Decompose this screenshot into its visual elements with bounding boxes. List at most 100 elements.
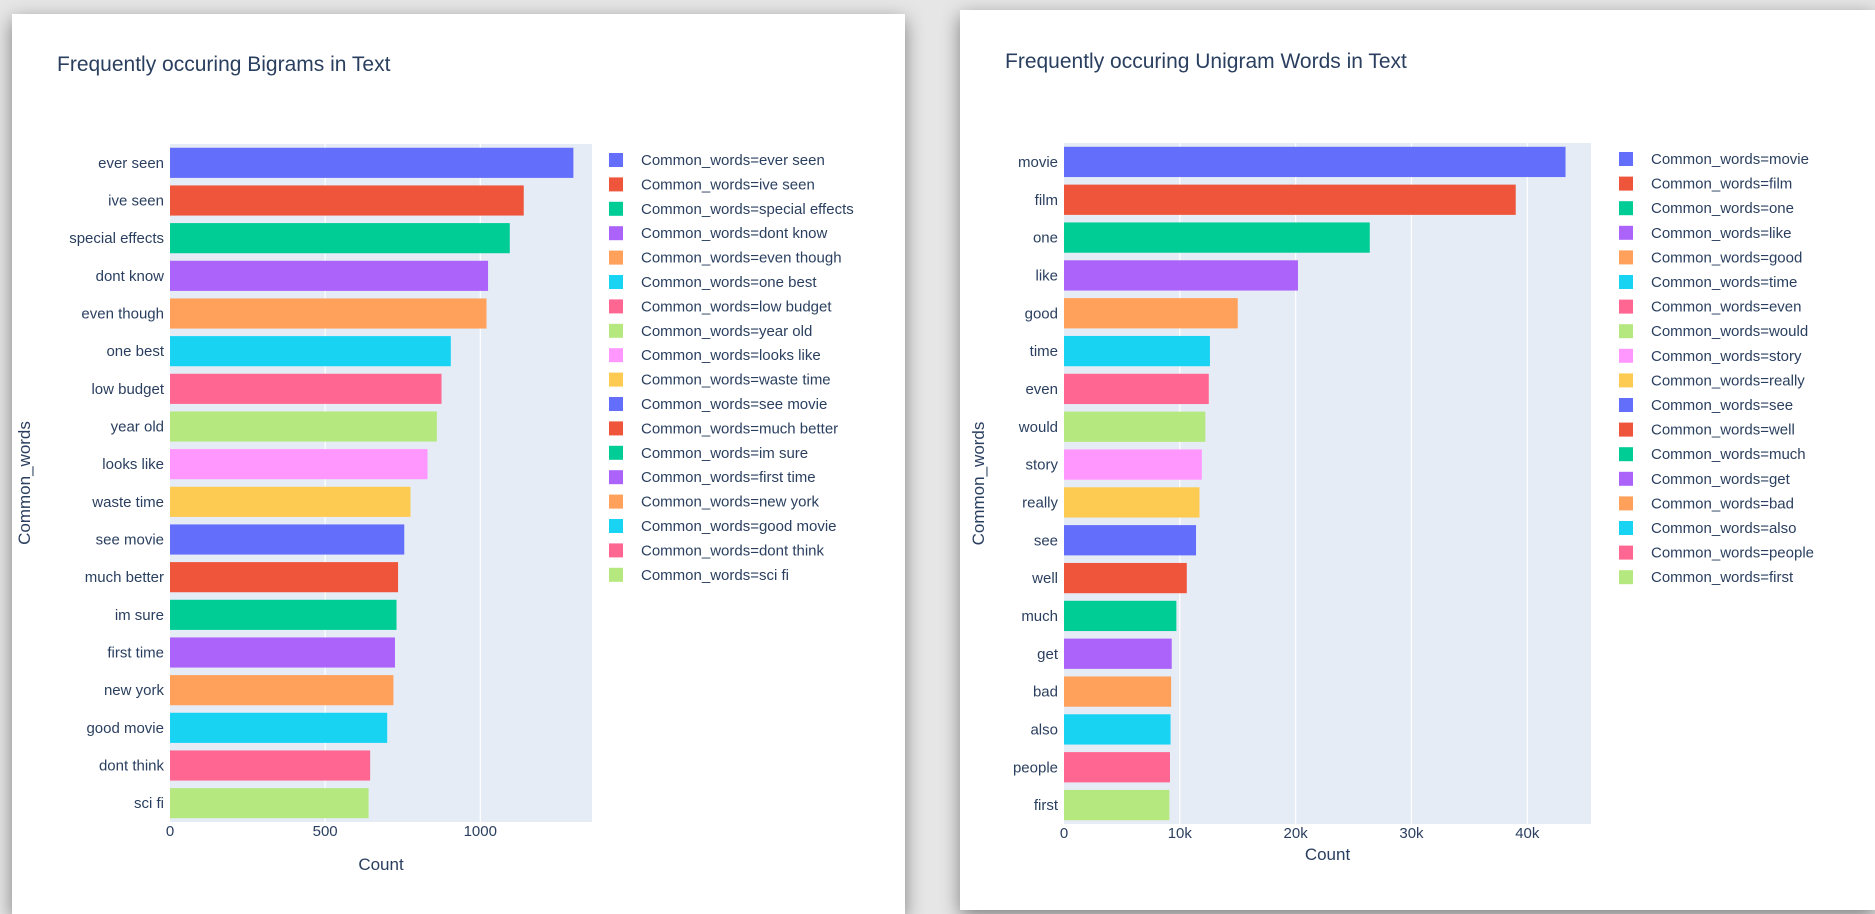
bar — [1064, 335, 1210, 367]
y-tick-label: also — [1030, 721, 1058, 738]
legend-swatch — [609, 323, 623, 338]
legend-swatch — [609, 177, 623, 192]
y-tick-label: first time — [107, 645, 164, 662]
x-tick-label: 0 — [166, 823, 174, 840]
legend-swatch — [609, 543, 623, 558]
y-tick-label: looks like — [102, 456, 164, 473]
legend-swatch — [609, 494, 623, 509]
bar — [1064, 600, 1177, 632]
legend-label: Common_words=well — [1651, 422, 1795, 439]
legend-label: Common_words=good movie — [641, 518, 837, 535]
legend-swatch — [1619, 324, 1633, 339]
legend-label: Common_words=would — [1651, 323, 1808, 340]
y-tick-label: good — [1025, 305, 1058, 322]
x-tick-label: 20k — [1284, 825, 1309, 842]
y-tick-label: really — [1022, 494, 1058, 511]
bar — [1064, 562, 1187, 594]
y-axis-label: Common_words — [15, 421, 34, 545]
y-tick-label: new york — [104, 682, 165, 699]
legend-swatch — [1619, 545, 1633, 560]
bar — [1064, 638, 1172, 669]
bar — [170, 223, 510, 254]
legend-swatch — [1619, 373, 1633, 388]
y-tick-label: ive seen — [108, 193, 164, 210]
y-tick-label: would — [1018, 419, 1058, 436]
bar — [1064, 146, 1566, 178]
legend-swatch — [609, 567, 623, 582]
legend-label: Common_words=people — [1651, 545, 1814, 562]
unigram-chart: Frequently occuring Unigram Words in Tex… — [969, 50, 1814, 864]
bar — [1064, 714, 1171, 745]
legend-label: Common_words=special effects — [641, 201, 854, 218]
chart-title: Frequently occuring Unigram Words in Tex… — [1005, 50, 1407, 73]
bar — [170, 524, 405, 555]
legend-label: Common_words=also — [1651, 520, 1796, 537]
y-tick-label: bad — [1033, 684, 1058, 701]
y-tick-label: dont know — [96, 268, 165, 285]
bar — [170, 750, 371, 781]
legend-label: Common_words=like — [1651, 225, 1791, 242]
bar — [1064, 298, 1238, 329]
legend-label: Common_words=dont think — [641, 542, 825, 559]
y-tick-label: like — [1035, 267, 1058, 284]
bar — [170, 486, 411, 517]
y-tick-label: see movie — [96, 532, 164, 549]
y-tick-label: see — [1034, 532, 1058, 549]
bar — [170, 373, 442, 404]
y-tick-label: even — [1025, 381, 1058, 398]
bar — [1064, 525, 1197, 556]
legend-swatch — [1619, 201, 1633, 216]
y-tick-label: im sure — [115, 607, 164, 624]
legend-swatch — [1619, 176, 1633, 191]
legend-swatch — [609, 470, 623, 485]
legend-label: Common_words=much — [1651, 446, 1806, 463]
legend-swatch — [609, 153, 623, 167]
bar — [170, 637, 395, 668]
legend-swatch — [609, 372, 623, 387]
legend-swatch — [609, 275, 623, 289]
y-tick-label: dont think — [99, 758, 165, 775]
bar — [1064, 260, 1298, 291]
bar — [170, 562, 399, 593]
bar — [1064, 373, 1209, 405]
legend-label: Common_words=film — [1651, 176, 1792, 193]
legend-label: Common_words=new york — [641, 494, 819, 511]
legend-label: Common_words=get — [1651, 471, 1791, 488]
legend-swatch — [1619, 496, 1633, 511]
legend-label: Common_words=one — [1651, 200, 1794, 217]
bar — [1064, 411, 1206, 442]
legend-label: Common_words=year old — [641, 323, 812, 340]
legend-label: Common_words=bad — [1651, 495, 1794, 512]
y-axis-label: Common_words — [969, 422, 988, 546]
legend-swatch — [609, 299, 623, 314]
bar — [170, 449, 428, 480]
y-tick-label: year old — [111, 419, 164, 436]
legend-label: Common_words=ever seen — [641, 152, 825, 169]
x-tick-label: 10k — [1168, 825, 1193, 842]
bar — [170, 675, 394, 706]
legend-label: Common_words=story — [1651, 348, 1802, 365]
bar — [170, 411, 437, 442]
legend-swatch — [1619, 471, 1633, 486]
bigram-chart: Frequently occuring Bigrams in Text 0 500 1… — [15, 53, 854, 874]
legend-swatch — [1619, 299, 1633, 314]
legend-label: Common_words=im sure — [641, 445, 808, 462]
x-axis-label: Count — [1305, 845, 1351, 864]
plot-area — [170, 144, 592, 822]
bar — [1064, 449, 1202, 480]
legend-swatch — [1619, 250, 1633, 265]
bar — [1064, 487, 1200, 518]
legend-label: Common_words=time — [1651, 274, 1797, 291]
y-tick-label: people — [1013, 759, 1058, 776]
y-tick-label: waste time — [91, 494, 164, 511]
legend-swatch — [1619, 570, 1633, 585]
bar — [170, 260, 489, 291]
bar — [1064, 222, 1370, 253]
legend-label: Common_words=first time — [641, 469, 816, 486]
y-tick-label: ever seen — [98, 155, 164, 172]
bar — [1064, 676, 1172, 707]
x-tick-label: 30k — [1399, 825, 1424, 842]
y-tick-label: one best — [106, 343, 164, 360]
unigram-chart-panel: Frequently occuring Unigram Words in Tex… — [960, 10, 1875, 910]
legend-label: Common_words=good — [1651, 249, 1802, 266]
